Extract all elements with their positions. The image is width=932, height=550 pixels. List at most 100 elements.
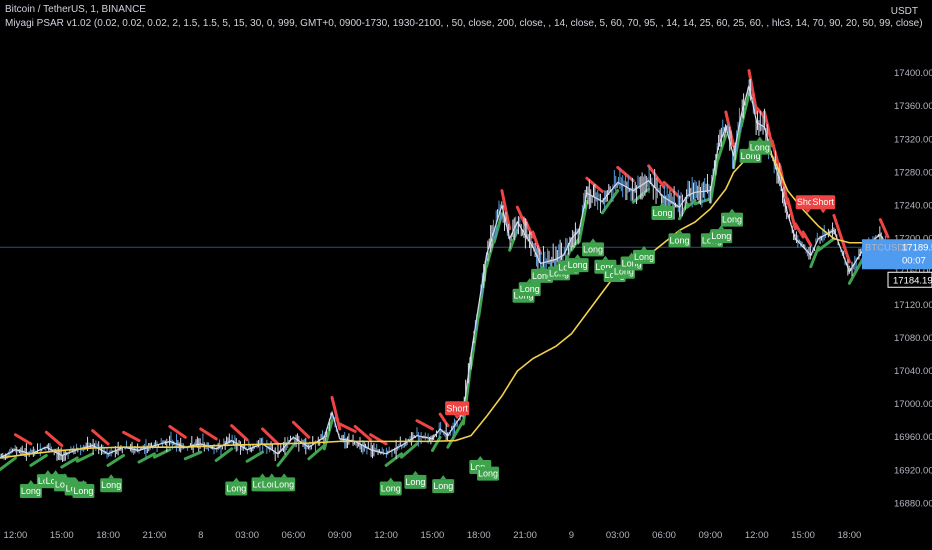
signal-pointer [412,470,419,475]
signal-text: Long [405,477,425,487]
y-tick-label: 17360.00 [894,101,932,112]
moving-average-layer [0,146,888,459]
axes-layer: 16880.00 16920.00 16960.00 17000.00 17040.00… [4,68,932,541]
psar-bull-segment [469,311,481,368]
signal-text: Long [520,284,540,294]
signal-pointer [440,475,447,480]
moving-average-line [0,146,888,459]
price-tag-value: 17189.57 [902,242,932,253]
psar-bear-segment [801,230,813,247]
signal-text: Long [653,208,673,218]
x-tick-label: 15:00 [421,530,445,541]
signal-text: Long [741,151,761,161]
signal-text: Long [101,480,121,490]
signal-box [721,212,744,227]
signal-box [811,195,836,210]
signal-text: Long [583,244,603,254]
x-tick-label: 8 [198,530,203,541]
x-tick-label: 21:00 [143,530,167,541]
long-signal-label: Long [632,245,655,264]
signal-text: Long [750,143,770,153]
psar-bull-segment [214,447,234,462]
signal-box [273,477,296,492]
signal-pointer [233,477,240,482]
psar-bull-segment [384,452,404,467]
signal-text: Long [711,231,731,241]
psar-bear-segment [438,412,450,428]
signal-text: Long [381,484,401,494]
signal-pointer [80,480,87,485]
x-tick-label: 09:00 [699,530,723,541]
psar-bear-segment [647,164,666,189]
psar-bear-segment [168,424,187,439]
psar-bull-segment [322,419,334,451]
y-tick-label: 17320.00 [894,134,932,145]
signal-box [379,481,402,496]
signal-pointer [108,474,115,479]
psar-bear-segment [778,164,790,206]
signal-pointer [281,473,288,478]
psar-bull-segment [716,133,728,161]
psar-bull-segment [446,419,465,449]
long-signal-label: Long [432,475,455,494]
long-signal-label: Long [273,473,296,492]
signal-pointer [268,473,275,478]
signal-pointer [61,473,68,478]
long-signal-label: Long [19,480,42,499]
psar-bear-segment [832,213,851,264]
psar-bull-segment [685,199,697,209]
psar-bear-segment [338,422,357,433]
signal-text: Long [226,484,246,494]
long-signal-label: Long [566,254,589,273]
signal-box [531,268,554,283]
signal-box [445,401,470,416]
long-signal-label: Long [225,477,248,496]
psar-bear-segment [13,433,33,446]
signal-box [225,481,248,496]
signal-pointer [804,209,811,214]
secondary-price-tag: 17184.19 [887,271,932,288]
y-tick-label: 17040.00 [894,366,932,377]
x-tick-label: 15:00 [791,530,815,541]
y-tick-label: 17280.00 [894,167,932,178]
y-tick-label: 16880.00 [894,498,932,509]
x-tick-label: 12:00 [4,530,28,541]
psar-bull-segment [693,197,712,206]
secondary-tag-box [887,271,932,288]
signal-box [651,205,674,220]
psar-bull-segment [183,450,203,461]
signal-box [432,479,455,494]
y-tick-label: 17120.00 [894,300,932,311]
signal-pointer [52,470,59,475]
secondary-tag-value: 17184.19 [893,275,932,286]
signal-pointer [485,462,492,467]
signal-pointer [590,238,597,243]
psar-bear-segment [261,427,280,446]
signal-text: Long [433,481,453,491]
signal-text: Long [568,260,588,270]
psar-bear-segment [230,424,249,442]
long-signal-label: Long [531,264,554,283]
signal-box [72,484,95,499]
signal-text: Long [478,469,498,479]
y-tick-label: 16960.00 [894,432,932,443]
y-tick-label: 17240.00 [894,201,932,212]
signal-text: Long [595,262,615,272]
psar-bear-segment [44,430,64,448]
signal-box [100,478,123,493]
long-signal-label: Long [582,238,605,257]
x-tick-label: 21:00 [513,530,537,541]
psar-bear-segment [91,429,110,446]
psar-bear-segment [369,433,388,446]
psar-bear-segment [199,427,218,441]
short-signal-label: Short [811,195,836,214]
psar-bull-segment [29,453,48,467]
y-tick-label: 17400.00 [894,68,932,79]
signal-text: Long [262,479,282,489]
long-signal-label: Long [651,201,674,220]
long-signal-label: Long [668,229,691,248]
signal-text: Long [73,486,93,496]
signal-box [632,249,655,264]
